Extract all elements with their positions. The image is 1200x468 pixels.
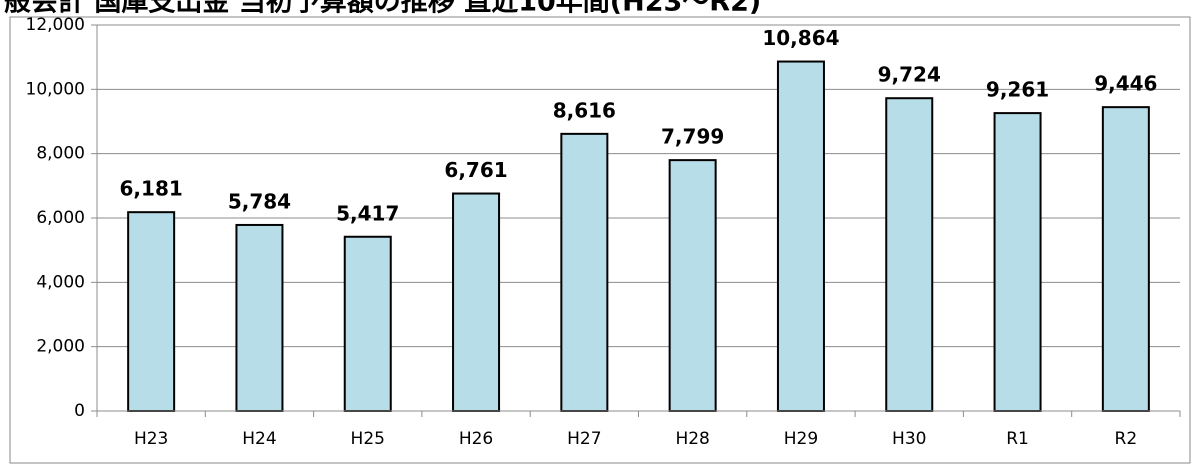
bar (452, 192, 501, 412)
bar (127, 211, 176, 412)
data-label: 6,181 (120, 177, 183, 201)
x-tick-label: R2 (1115, 429, 1138, 449)
bar (668, 159, 717, 412)
data-label: 9,446 (1094, 72, 1157, 96)
x-tick-label: H26 (459, 429, 493, 449)
x-tick-label: H27 (567, 429, 601, 449)
data-label: 5,417 (336, 201, 399, 225)
y-tick-label: 4,000 (36, 272, 85, 292)
data-label: 6,761 (444, 158, 507, 182)
bar (343, 235, 392, 412)
y-tick-label: 0 (74, 401, 85, 421)
y-tick-label: 12,000 (26, 15, 85, 35)
y-tick-label: 8,000 (36, 144, 85, 164)
x-tick-label: H28 (675, 429, 709, 449)
chart-title: 般会計 国庫支出金 当初予算額の推移 直近10年間(H23～R2) (4, 0, 761, 18)
data-label: 7,799 (661, 125, 724, 149)
x-tick-label: H24 (242, 429, 276, 449)
bar (993, 112, 1042, 413)
data-label: 8,616 (553, 98, 616, 122)
bar (885, 97, 934, 412)
bar (1101, 106, 1150, 413)
data-label: 10,864 (762, 26, 839, 50)
x-tick-label: R1 (1006, 429, 1029, 449)
data-label: 9,261 (986, 78, 1049, 102)
x-tick-label: H29 (784, 429, 818, 449)
bar (235, 223, 284, 412)
x-tick-label: H30 (892, 429, 926, 449)
x-tick-label: H25 (351, 429, 385, 449)
y-tick-label: 10,000 (26, 79, 85, 99)
bar (776, 60, 825, 413)
bar (560, 132, 609, 413)
x-tick-label: H23 (134, 429, 168, 449)
data-label: 5,784 (228, 189, 291, 213)
y-tick-label: 6,000 (36, 208, 85, 228)
data-label: 9,724 (878, 63, 941, 87)
y-tick-label: 2,000 (36, 337, 85, 357)
